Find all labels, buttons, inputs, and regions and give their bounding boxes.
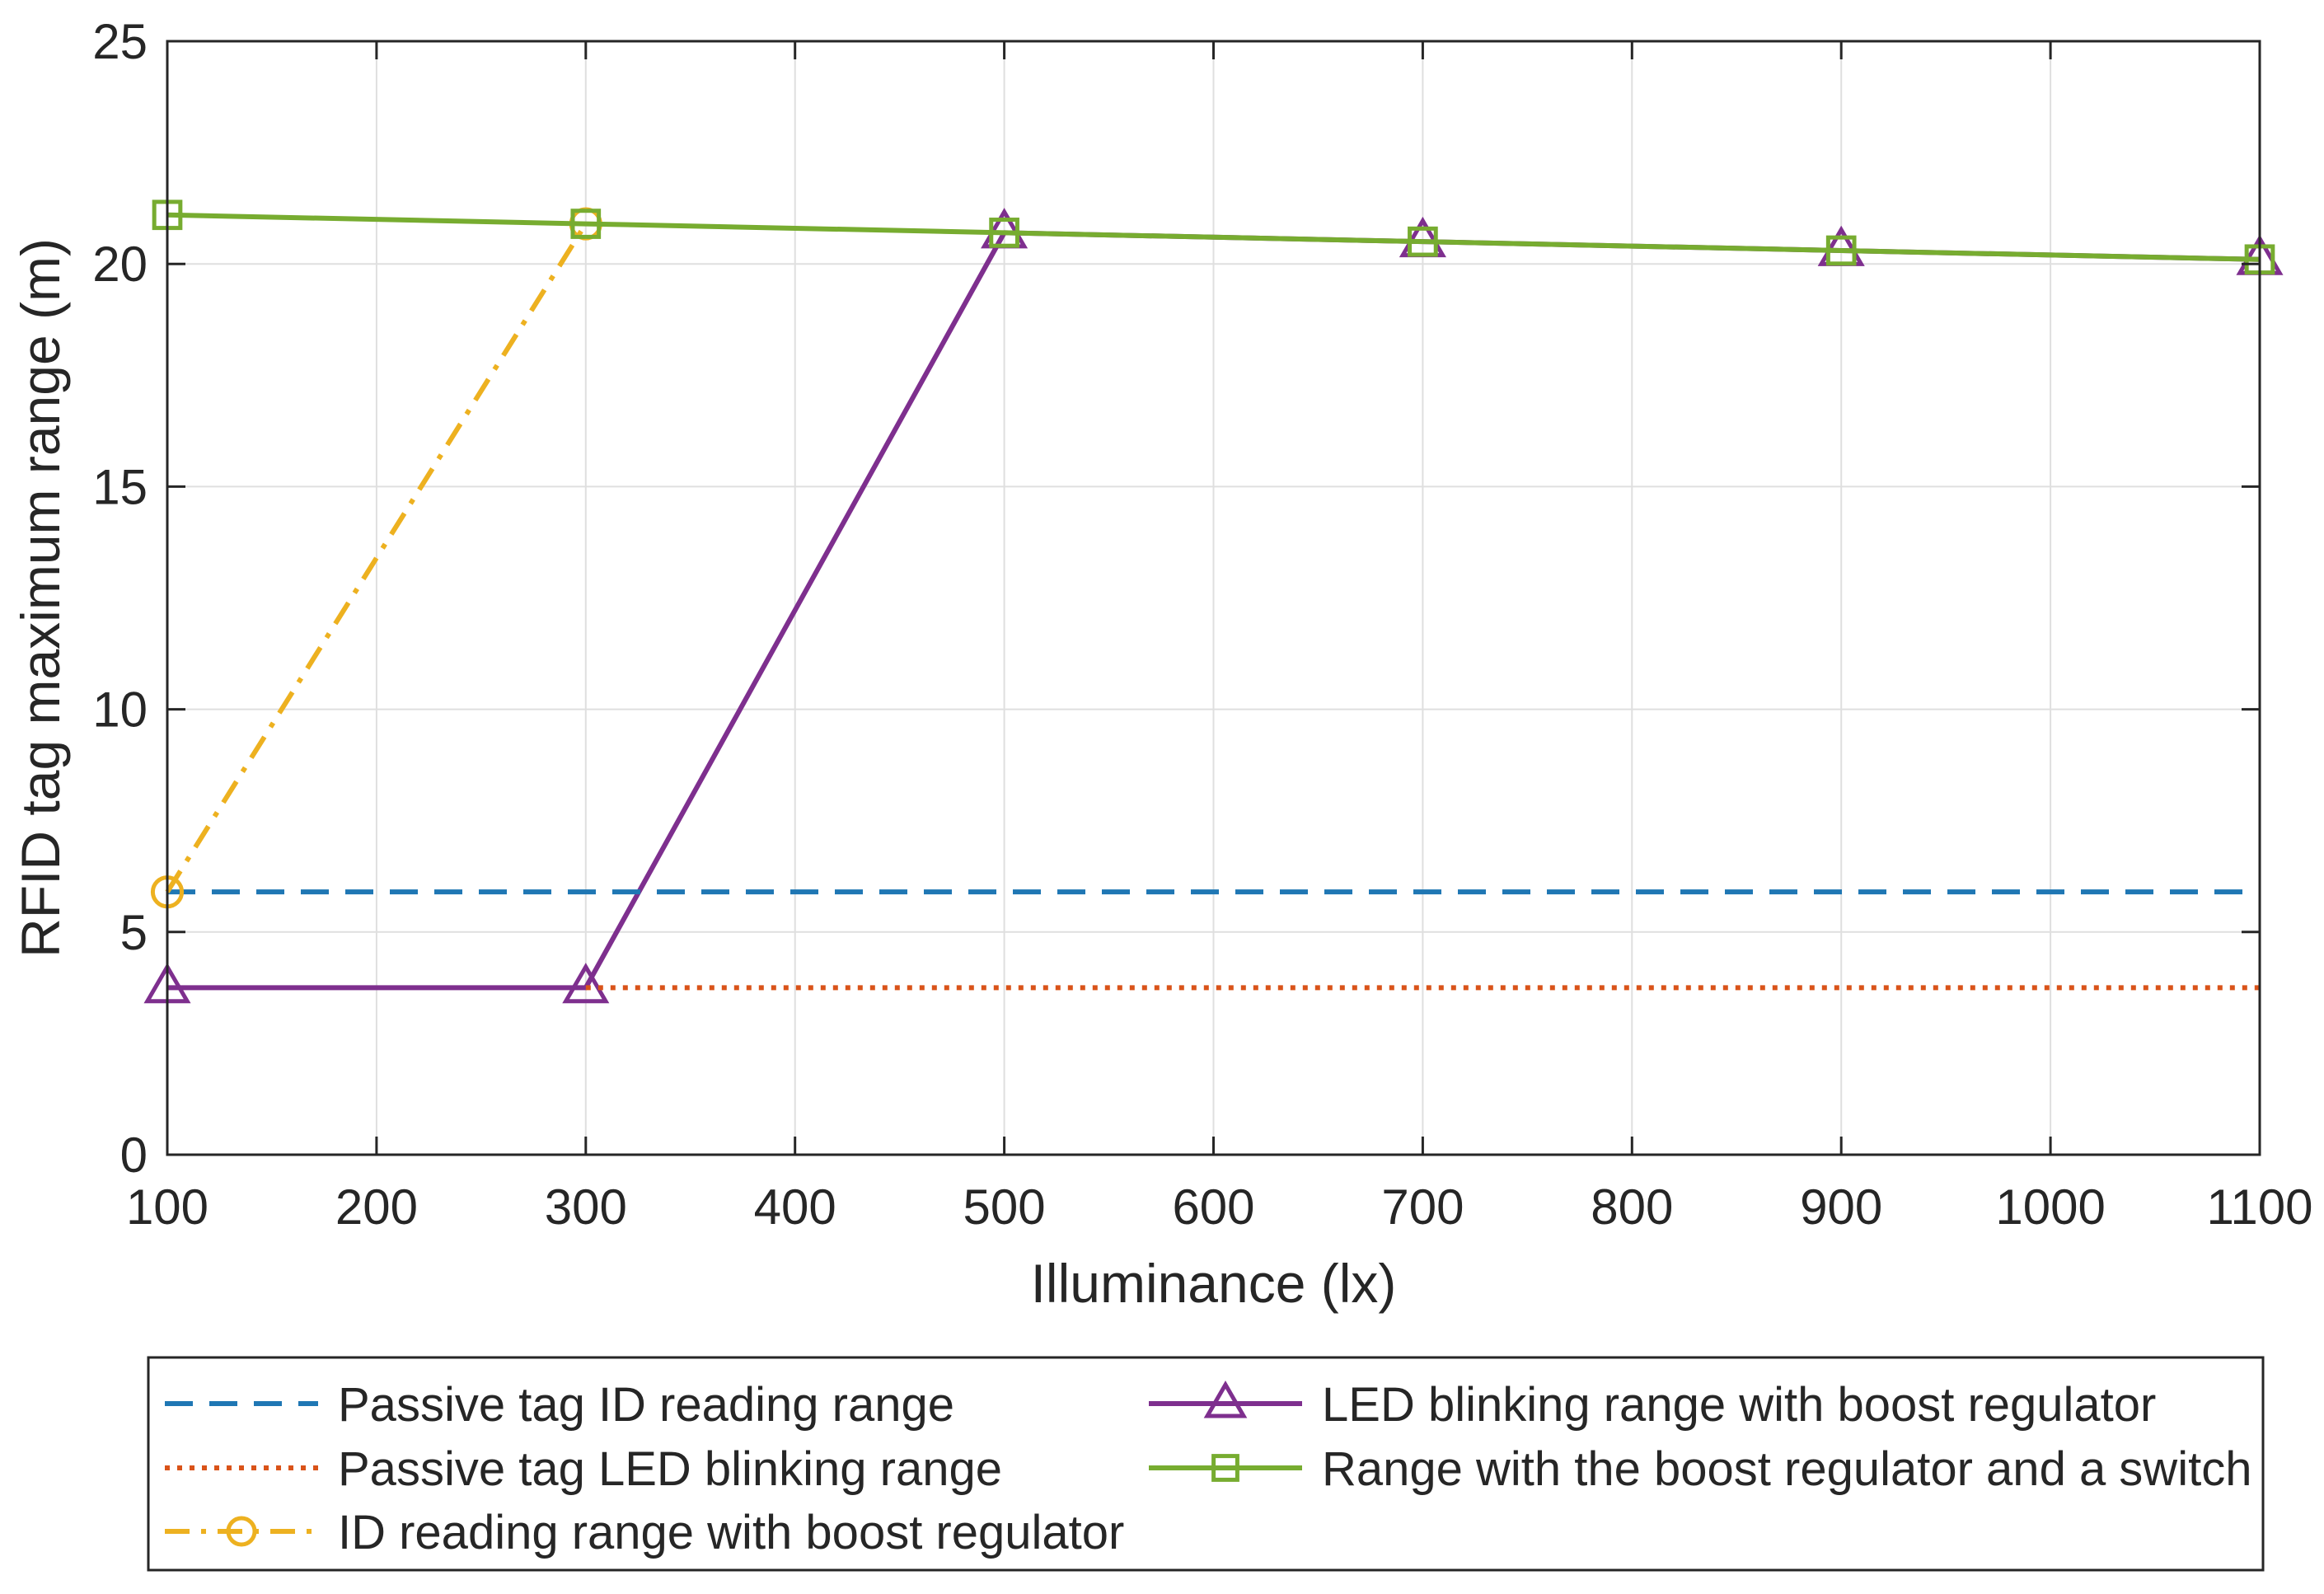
legend: Passive tag ID reading range Passive tag … (147, 1356, 2265, 1572)
legend-label: Range with the boost regulator and a swi… (1322, 1442, 2251, 1496)
x-tick-label: 1100 (2206, 1179, 2312, 1235)
series-line (166, 212, 2261, 262)
y-tick-label: 20 (92, 237, 148, 292)
x-tick-label: 200 (335, 1179, 418, 1235)
square-marker (1211, 1454, 1239, 1482)
ticks-layer: 100 200 300 400 500 600 700 800 900 1000 1100 0 5 10 1… (92, 14, 2312, 1235)
x-tick-label: 500 (963, 1179, 1046, 1235)
x-tick-label: 700 (1381, 1179, 1464, 1235)
series-layer (143, 199, 2284, 1004)
x-tick-label: 600 (1172, 1179, 1254, 1235)
y-tick-label: 15 (92, 459, 148, 514)
x-tick-label: 1000 (1995, 1179, 2105, 1235)
x-tick-label: 400 (754, 1179, 836, 1235)
x-axis-label: Illuminance (lx) (1031, 1253, 1397, 1314)
triangle-marker (562, 963, 610, 1004)
square-marker (1408, 226, 1438, 257)
legend-label: ID reading range with boost regulator (338, 1506, 1124, 1559)
x-tick-label: 800 (1591, 1179, 1673, 1235)
circle-marker (226, 1516, 257, 1547)
x-tick-label: 100 (126, 1179, 209, 1235)
legend-entry: Passive tag ID reading range (165, 1378, 954, 1432)
square-marker (570, 209, 602, 239)
y-tick-label: 5 (120, 905, 148, 960)
y-tick-label: 25 (92, 14, 148, 69)
triangle-marker (1203, 1381, 1248, 1418)
series-line (165, 222, 588, 893)
legend-box (147, 1356, 2265, 1572)
legend-entry: LED blinking range with boost regulator (1149, 1378, 2156, 1432)
legend-entry: Passive tag LED blinking range (165, 1442, 1002, 1496)
x-tick-label: 900 (1800, 1179, 1882, 1235)
y-axis-label: RFID tag maximum range (m) (10, 238, 71, 958)
x-tick-label: 300 (545, 1179, 627, 1235)
square-marker (989, 218, 1019, 248)
legend-entry: ID reading range with boost regulator (165, 1506, 1124, 1559)
legend-label: Passive tag LED blinking range (338, 1442, 1002, 1496)
square-marker (1825, 235, 1857, 266)
y-tick-label: 0 (120, 1128, 148, 1183)
y-tick-label: 10 (92, 682, 148, 738)
legend-label: LED blinking range with boost regulator (1322, 1378, 2156, 1432)
legend-entry: Range with the boost regulator and a swi… (1149, 1442, 2251, 1496)
legend-label: Passive tag ID reading range (338, 1378, 954, 1432)
